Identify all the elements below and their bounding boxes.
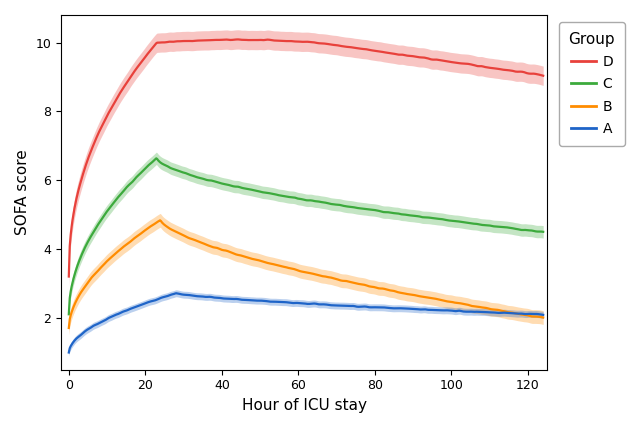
C bbox=[291, 195, 299, 200]
C bbox=[540, 229, 547, 235]
C bbox=[294, 196, 302, 201]
Y-axis label: SOFA score: SOFA score bbox=[15, 149, 30, 235]
C bbox=[65, 312, 73, 317]
A bbox=[172, 291, 180, 296]
B bbox=[291, 267, 299, 272]
C bbox=[323, 200, 330, 205]
Line: D: D bbox=[69, 39, 543, 276]
A bbox=[529, 312, 536, 317]
A bbox=[294, 300, 302, 306]
B bbox=[156, 218, 164, 223]
Line: A: A bbox=[69, 293, 543, 353]
C bbox=[455, 219, 463, 224]
D bbox=[540, 73, 547, 78]
D bbox=[294, 39, 302, 44]
D bbox=[529, 71, 536, 76]
C bbox=[152, 156, 160, 161]
B bbox=[65, 325, 73, 330]
A bbox=[65, 350, 73, 355]
D bbox=[291, 39, 299, 44]
A bbox=[455, 308, 463, 313]
A bbox=[291, 300, 299, 306]
B bbox=[323, 274, 330, 279]
B bbox=[348, 280, 356, 285]
A bbox=[348, 303, 356, 309]
A bbox=[323, 302, 330, 307]
C bbox=[348, 205, 356, 210]
D bbox=[234, 37, 242, 42]
X-axis label: Hour of ICU stay: Hour of ICU stay bbox=[241, 398, 367, 413]
Line: B: B bbox=[69, 220, 543, 328]
D bbox=[455, 60, 463, 65]
B bbox=[529, 314, 536, 319]
D bbox=[65, 274, 73, 279]
B bbox=[455, 300, 463, 306]
Line: C: C bbox=[69, 158, 543, 314]
D bbox=[323, 41, 330, 46]
B bbox=[540, 315, 547, 320]
Legend: D, C, B, A: D, C, B, A bbox=[559, 22, 625, 146]
B bbox=[294, 268, 302, 273]
A bbox=[540, 312, 547, 318]
C bbox=[529, 228, 536, 233]
D bbox=[348, 45, 356, 50]
